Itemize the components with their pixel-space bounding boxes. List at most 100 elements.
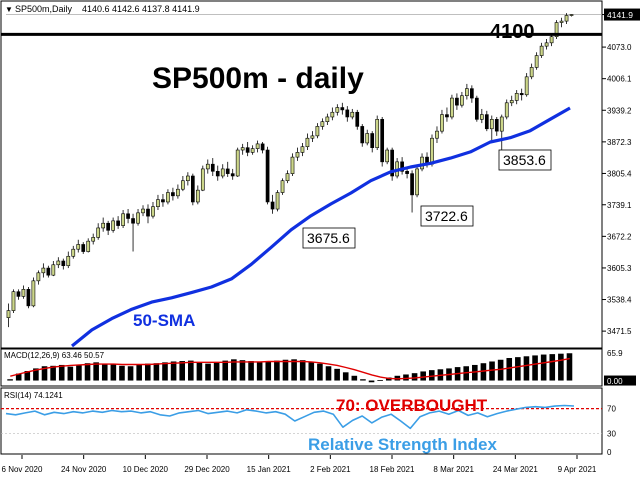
candle: [121, 210, 125, 228]
macd-histogram-bar: [239, 360, 246, 381]
bull-candle-body: [350, 111, 355, 118]
bull-candle-body: [111, 220, 115, 231]
bear-candle-body: [470, 88, 474, 99]
candle: [270, 194, 275, 214]
macd-histogram-bar: [291, 359, 297, 381]
candle: [200, 165, 205, 192]
candle: [56, 257, 61, 269]
bull-candle-body: [41, 267, 46, 274]
candle: [21, 285, 26, 299]
marked-low-label: 3853.6: [503, 152, 546, 168]
macd-histogram-bar: [497, 359, 504, 381]
candle: [280, 178, 285, 195]
macd-histogram-bar: [222, 360, 229, 381]
bull-candle-body: [440, 114, 444, 132]
candle: [554, 20, 559, 40]
bear-candle-body: [340, 107, 345, 111]
date-axis-label: 15 Jan 2021: [247, 465, 292, 474]
dropdown-arrow-icon[interactable]: ▼: [5, 5, 13, 14]
candle: [141, 205, 145, 217]
bear-candle-body: [400, 161, 404, 172]
chart-title: SP500m - daily: [152, 62, 364, 95]
marked-low-box: [420, 205, 474, 227]
candle: [181, 176, 185, 192]
bear-candle-body: [270, 201, 275, 210]
bull-candle-body: [435, 130, 439, 139]
candle: [440, 109, 444, 134]
candle: [365, 129, 370, 146]
bull-candle-body: [534, 55, 539, 68]
macd-histogram-bar: [282, 359, 289, 381]
bull-candle-body: [136, 212, 140, 224]
bear-candle-body: [405, 170, 409, 174]
bull-candle-body: [385, 149, 390, 163]
macd-histogram-bar: [110, 364, 117, 381]
bull-candle-body: [330, 111, 335, 118]
marked-low: 3675.6: [302, 227, 356, 249]
level-4100-label: 4100: [490, 21, 535, 43]
candle: [539, 42, 544, 58]
candle: [340, 102, 345, 115]
macd-histogram-bar: [274, 360, 280, 381]
candle: [549, 34, 554, 47]
candle: [245, 142, 250, 157]
candle: [106, 220, 110, 236]
candle: [225, 161, 230, 177]
candle: [385, 147, 390, 165]
bull-candle-body: [240, 147, 245, 151]
macd-histogram-bar: [58, 364, 65, 381]
candle: [31, 277, 36, 308]
bull-candle-body: [564, 15, 569, 22]
date-axis-label: 2 Feb 2021: [310, 465, 351, 474]
bear-candle-body: [484, 114, 489, 130]
macd-histogram-bar: [136, 364, 142, 381]
macd-histogram-bar: [67, 366, 74, 381]
rsi-title: Relative Strength Index: [308, 435, 497, 454]
bull-candle-body: [176, 188, 180, 197]
price-axis-label: 3605.3: [607, 264, 632, 273]
candle: [290, 153, 295, 176]
rsi-axis-label: 70: [607, 405, 616, 414]
candle: [375, 115, 380, 151]
marked-low-box: [498, 149, 552, 171]
bull-candle-body: [6, 310, 11, 318]
overbought-label: 70: OVERBOUGHT: [336, 396, 488, 415]
candle: [325, 113, 330, 125]
candle: [519, 88, 524, 101]
bull-candle-body: [235, 149, 240, 177]
candle: [210, 158, 215, 176]
date-axis-label: 9 Apr 2021: [558, 465, 597, 474]
macd-histogram-bar: [566, 353, 573, 381]
candle: [330, 107, 335, 121]
candle: [51, 261, 56, 277]
candle: [335, 104, 340, 116]
macd-histogram-bar: [170, 361, 177, 381]
candle: [310, 131, 315, 142]
candle: [71, 245, 76, 259]
macd-histogram-bar: [532, 355, 538, 381]
bull-candle-body: [300, 146, 305, 153]
macd-histogram-bar: [299, 360, 306, 381]
bull-candle-body: [71, 248, 76, 257]
candle: [151, 201, 155, 219]
bull-candle-body: [524, 76, 529, 96]
candle: [564, 13, 569, 24]
bull-candle-body: [280, 180, 285, 193]
bull-candle-body: [91, 237, 96, 242]
macd-histogram-bar: [50, 365, 56, 381]
candle: [559, 17, 564, 28]
bull-candle-body: [460, 95, 464, 106]
candle: [195, 185, 200, 205]
candle: [470, 85, 474, 103]
candle: [61, 258, 66, 270]
bear-candle-body: [46, 267, 51, 276]
price-axis-label: 4073.0: [607, 43, 632, 52]
candle: [390, 147, 394, 181]
symbol-label: SP500m,Daily: [15, 4, 73, 14]
candle: [126, 209, 130, 224]
price-axis-label: 3538.4: [607, 296, 632, 305]
bear-candle-body: [265, 149, 270, 203]
rsi-header: RSI(14) 74.1241: [4, 391, 63, 400]
